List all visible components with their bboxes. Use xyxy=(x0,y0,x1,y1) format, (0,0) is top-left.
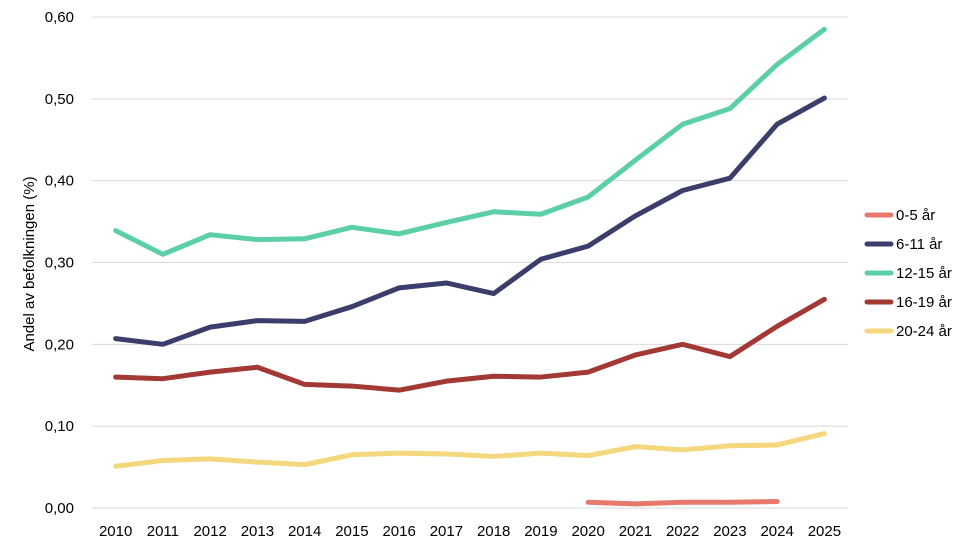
series-lines xyxy=(113,26,827,507)
x-tick-label: 2010 xyxy=(99,523,132,540)
series-line-20-24-years xyxy=(113,431,827,469)
x-tick-label: 2025 xyxy=(808,523,841,540)
legend-label-20-24-years: 20-24 år xyxy=(896,323,952,340)
y-axis-tick-labels: 0,00 0,10 0,20 0,30 0,40 0,50 0,60 xyxy=(45,9,74,517)
x-tick-label: 2015 xyxy=(335,523,368,540)
y-tick-label: 0,00 xyxy=(45,500,74,517)
legend: 0-5 år 6-11 år 12-15 år 16-19 år 20-24 år xyxy=(864,207,952,340)
legend-label-12-15-years: 12-15 år xyxy=(896,265,952,282)
x-tick-label: 2013 xyxy=(241,523,274,540)
series-line-16-19-years xyxy=(113,296,827,393)
x-tick-label: 2021 xyxy=(619,523,652,540)
x-tick-label: 2017 xyxy=(430,523,463,540)
legend-label-0-5-years: 0-5 år xyxy=(896,207,935,224)
x-tick-label: 2018 xyxy=(477,523,510,540)
series-line-12-15-years xyxy=(113,26,827,257)
x-tick-label: 2011 xyxy=(147,523,179,540)
x-tick-label: 2023 xyxy=(713,523,746,540)
legend-label-16-19-years: 16-19 år xyxy=(896,294,952,311)
x-tick-label: 2012 xyxy=(193,523,226,540)
y-tick-label: 0,40 xyxy=(45,173,74,190)
x-tick-label: 2019 xyxy=(524,523,557,540)
series-line-0-5-years xyxy=(585,498,780,507)
gridlines xyxy=(92,16,848,509)
y-tick-label: 0,60 xyxy=(45,9,74,26)
x-tick-label: 2022 xyxy=(666,523,699,540)
y-tick-label: 0,20 xyxy=(45,336,74,353)
y-tick-label: 0,10 xyxy=(45,418,74,435)
x-axis-tick-labels: 2010 2011 2012 2013 2014 2015 2016 2017 2018 2019… xyxy=(99,523,841,540)
series-line-6-11-years xyxy=(113,95,827,347)
legend-label-6-11-years: 6-11 år xyxy=(896,236,942,253)
y-tick-label: 0,30 xyxy=(45,255,74,272)
y-axis-title: Andel av befolkningen (%) xyxy=(21,176,38,351)
x-tick-label: 2014 xyxy=(288,523,321,540)
y-tick-label: 0,50 xyxy=(45,91,74,108)
x-tick-label: 2020 xyxy=(571,523,604,540)
x-tick-label: 2024 xyxy=(760,523,793,540)
x-tick-label: 2016 xyxy=(382,523,415,540)
